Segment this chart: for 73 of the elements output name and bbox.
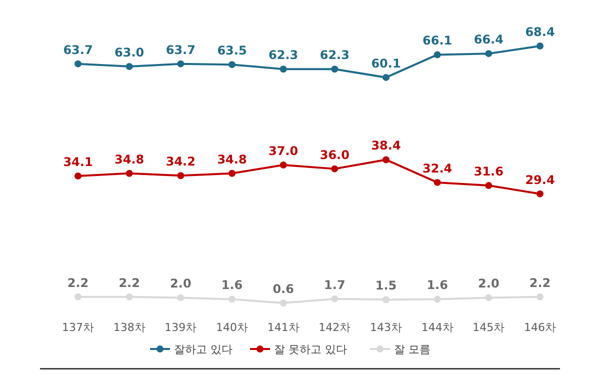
data-label: 62.3 [268,48,298,62]
x-tick-label: 143차 [370,321,402,334]
data-label: 37.0 [268,144,298,158]
point [485,50,492,58]
point [228,296,236,303]
data-label: 2.2 [67,276,89,290]
point [280,300,287,306]
data-label: 36.0 [320,148,350,162]
data-label: 66.4 [474,32,504,47]
point [126,62,133,70]
x-tick-label: 145차 [472,321,505,334]
legend-label: 잘 못하고 있다 [274,343,347,356]
point [434,51,441,58]
data-label: 34.1 [63,155,93,170]
data-label: 29.4 [525,172,555,187]
x-tick-label: 146차 [524,321,556,334]
point [382,156,390,164]
point [536,42,544,50]
data-label: 2.0 [170,276,192,291]
data-label: 34.8 [217,152,247,166]
point [434,296,441,303]
data-label: 1.7 [324,278,346,292]
data-label: 32.4 [422,161,452,176]
point [74,60,82,68]
point [228,61,236,68]
point [485,182,492,189]
x-tick-label: 140차 [216,321,248,334]
point [485,294,492,302]
point [74,172,82,180]
point [177,294,184,302]
x-tick-label: 144차 [421,321,454,334]
data-label: 34.8 [114,152,144,166]
data-label: 2.2 [118,276,140,290]
x-tick-label: 142차 [318,321,351,334]
point [382,74,390,81]
data-label: 63.7 [166,42,196,57]
point [177,172,184,180]
data-label: 63.5 [217,44,247,58]
data-label: 63.7 [63,42,93,57]
data-label: 2.0 [478,276,500,291]
data-label: 34.2 [166,154,196,169]
legend-label: 잘 모름 [394,343,430,356]
data-label: 66.1 [422,34,452,48]
point [280,162,287,169]
x-tick-label: 137차 [62,321,94,334]
point [126,170,133,177]
data-label: 1.6 [221,278,243,292]
point [331,165,338,172]
point [177,60,184,68]
point [331,295,338,302]
point [536,190,544,198]
point [536,293,544,300]
data-label: 1.5 [375,278,397,293]
x-tick-label: 138차 [113,321,146,334]
point [74,293,82,300]
point [228,170,236,177]
data-label: 0.6 [272,282,294,296]
point [280,66,287,73]
data-label: 63.0 [114,45,144,60]
data-label: 62.3 [320,48,350,62]
data-label: 2.2 [529,276,551,290]
x-tick-label: 139차 [164,321,197,334]
data-label: 38.4 [371,138,401,153]
data-label: 60.1 [371,56,401,70]
data-label: 68.4 [525,25,555,39]
point [434,178,441,186]
point [331,66,338,73]
point [382,296,390,304]
point [126,293,133,300]
legend-label: 잘하고 있다 [174,343,232,356]
data-label: 31.6 [474,164,504,178]
x-tick-label: 141차 [267,321,300,334]
data-label: 1.6 [426,278,448,292]
